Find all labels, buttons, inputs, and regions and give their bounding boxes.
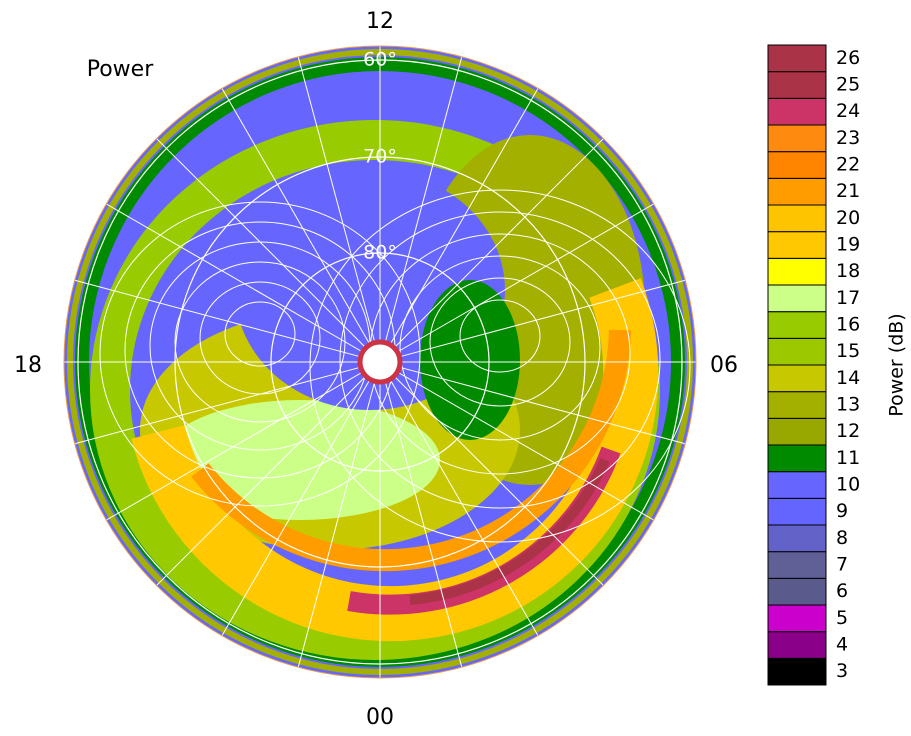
colorbar-tick-label: 6: [836, 580, 848, 602]
meridian: [297, 56, 376, 343]
colorbar-tick-label: 16: [836, 314, 860, 336]
colorbar-box: [767, 44, 827, 73]
colorbar-box: [767, 177, 827, 206]
colorbar-tick-label: 4: [836, 634, 848, 656]
colorbar-box: [767, 124, 827, 153]
colorbar-tick-label: 14: [836, 367, 860, 389]
colorbar-box: [767, 337, 827, 366]
colorbar-box: [767, 257, 827, 286]
power-region: [409, 457, 610, 605]
meridian: [384, 56, 463, 343]
colorbar-box: [767, 497, 827, 526]
potential-contour: [99, 201, 421, 507]
meridian: [393, 138, 604, 349]
colorbar-box: [767, 577, 827, 606]
colorbar-box: [767, 311, 827, 339]
colorbar-box: [767, 284, 827, 313]
pole-hole: [357, 339, 403, 385]
potential-contour: [339, 211, 661, 509]
colorbar-box: [767, 231, 827, 259]
meridian: [397, 203, 654, 353]
colorbar-tick-label: 26: [836, 47, 860, 69]
colorbar-tick-label: 18: [836, 260, 860, 282]
colorbar-box: [767, 551, 827, 579]
lat-label: 70°: [363, 146, 397, 168]
colorbar-box: [767, 524, 827, 553]
colorbar-box: [767, 151, 827, 179]
mlt-label: 18: [14, 353, 42, 378]
colorbar-tick-label: 8: [836, 527, 848, 549]
colorbar-box: [767, 97, 827, 126]
potential-contour: [429, 277, 571, 407]
potential-contour: [309, 189, 691, 543]
colorbar-tick-label: 7: [836, 554, 848, 576]
colorbar-box: [767, 471, 827, 499]
colorbar-tick-label: 3: [836, 660, 848, 682]
potential-contour: [224, 301, 296, 367]
meridian: [106, 203, 363, 353]
meridian: [389, 379, 539, 636]
potential-contour: [459, 299, 541, 373]
colorbar-box: [767, 391, 827, 419]
colorbar-tick-label: 20: [836, 207, 860, 229]
potential-contour: [199, 281, 321, 395]
meridian: [397, 371, 654, 521]
colorbar-tick-label: 10: [836, 474, 860, 496]
colorbar-tick-label: 15: [836, 340, 860, 362]
chart-title: Power: [87, 57, 154, 82]
meridian: [399, 366, 686, 445]
colorbar-box: [767, 364, 827, 393]
colorbar-box: [767, 604, 827, 633]
meridian: [221, 88, 371, 345]
colorbar-tick-label: 12: [836, 420, 860, 442]
mlt-label: 12: [366, 9, 394, 34]
mlt-label: 00: [366, 705, 394, 730]
colorbar-box: [767, 631, 827, 659]
colorbar-tick-label: 19: [836, 234, 860, 256]
mlt-label: 06: [710, 353, 738, 378]
meridian: [74, 279, 361, 358]
colorbar-label: Power (dB): [886, 313, 908, 416]
colorbar-tick-label: 9: [836, 500, 848, 522]
colorbar-box: [767, 204, 827, 233]
colorbar-tick-label: 5: [836, 607, 848, 629]
lat-label: 60°: [363, 49, 397, 71]
meridian: [106, 371, 363, 521]
colorbar-box: [767, 71, 827, 99]
meridian: [393, 375, 604, 586]
meridian: [156, 138, 367, 349]
meridian: [399, 279, 686, 358]
meridian: [297, 381, 376, 668]
meridian: [221, 379, 371, 636]
potential-contour: [399, 255, 601, 441]
colorbar-tick-label: 22: [836, 154, 860, 176]
colorbar: 3 4 5 6 7 8 9 10 11 12 13 14 15 16 17 18 19 20 21 22 23 24 25 2…: [767, 44, 860, 686]
colorbar-tick-label: 17: [836, 287, 860, 309]
colorbar-tick-label: 24: [836, 100, 860, 122]
colorbar-tick-label: 13: [836, 394, 860, 416]
colorbar-box: [767, 417, 827, 446]
colorbar-tick-label: 23: [836, 127, 860, 149]
colorbar-box: [767, 657, 827, 686]
lat-label: 80°: [363, 242, 397, 264]
potential-contour: [174, 261, 346, 423]
colorbar-box: [767, 444, 827, 473]
power-region: [191, 329, 631, 572]
colorbar-tick-label: 11: [836, 447, 860, 469]
meridian: [156, 375, 367, 586]
colorbar-tick-label: 21: [836, 180, 860, 202]
map-border: [63, 45, 697, 679]
meridian: [389, 88, 539, 345]
colorbar-tick-label: 25: [836, 74, 860, 96]
